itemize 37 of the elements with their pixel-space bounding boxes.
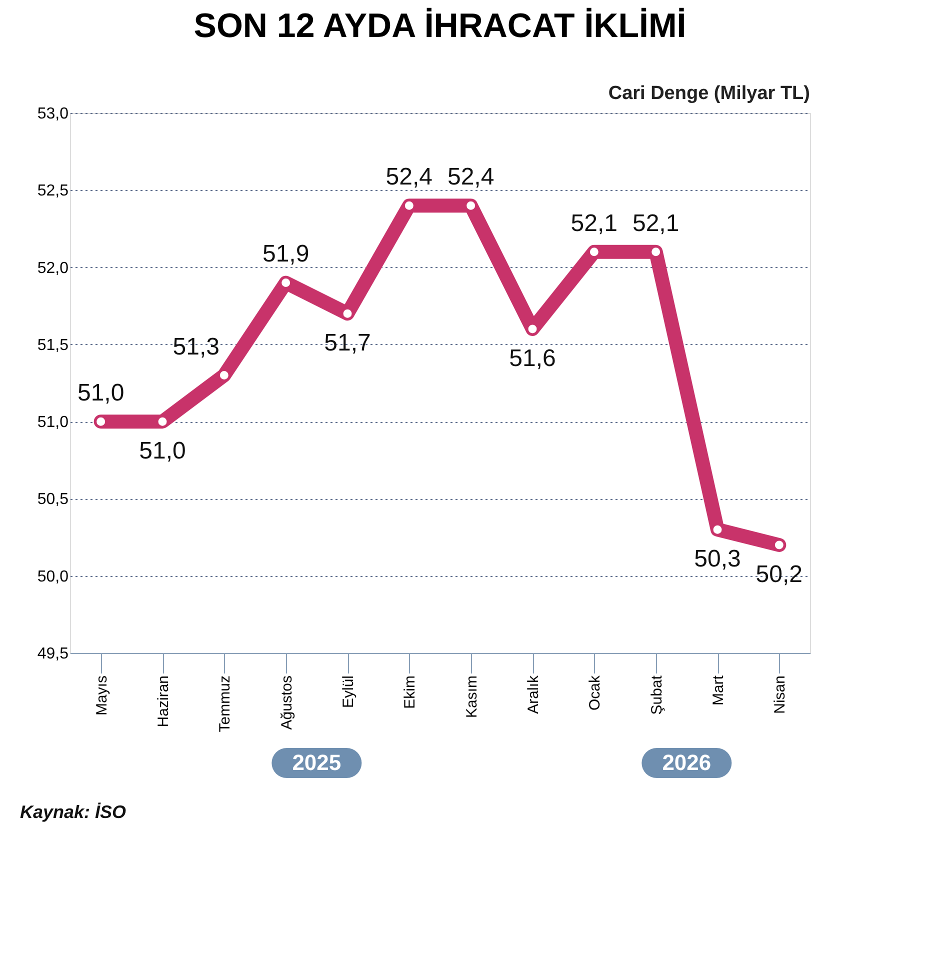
- data-label: 50,2: [756, 561, 803, 588]
- text: 2025: [292, 750, 342, 775]
- x-tick-label: Eylül: [340, 676, 357, 708]
- x-tick-label: Nisan: [772, 676, 789, 714]
- text: Kaynak: İSO: [20, 802, 126, 822]
- data-label: 52,4: [386, 164, 433, 191]
- x-tick-label: Şubat: [648, 674, 666, 715]
- x-tick-label: Mayıs: [93, 676, 110, 716]
- text: 2026: [662, 750, 712, 775]
- x-tick-label: Ekim: [402, 676, 419, 709]
- data-label: 51,6: [509, 345, 556, 372]
- data-label: 51,3: [172, 333, 220, 360]
- data-label: 52,1: [570, 210, 618, 237]
- x-tick-label: Mart: [710, 674, 727, 706]
- data-label: 52,1: [632, 210, 680, 237]
- y-tick-label: 51,5: [37, 336, 69, 354]
- x-tick-label: Kasım: [463, 676, 480, 718]
- chart-title: SON 12 AYDA İHRACAT İKLİMİ: [194, 7, 686, 45]
- data-label: 51,9: [262, 240, 310, 268]
- y-axis-title: Cari Denge (Milyar TL): [608, 83, 810, 104]
- data-label: 51,7: [324, 330, 371, 357]
- x-tick-label: Ocak: [586, 675, 604, 711]
- y-tick-label: 52,0: [37, 260, 69, 277]
- x-tick-label: Temmuz: [216, 676, 234, 732]
- x-tick-label: Ağustos: [278, 676, 296, 730]
- data-label: 51,0: [139, 438, 186, 465]
- y-tick-label: 50,5: [37, 491, 69, 508]
- y-tick-label: 53,0: [37, 106, 69, 122]
- y-tick-label: 51,0: [37, 414, 69, 432]
- data-label: 52,4: [447, 164, 494, 191]
- data-label: 51,0: [77, 380, 124, 407]
- y-tick-label: 52,5: [37, 182, 69, 200]
- y-tick-label: 50,0: [37, 568, 69, 586]
- x-tick-label: Haziran: [155, 676, 172, 728]
- x-tick-label: Aralık: [525, 675, 542, 714]
- data-label: 50,3: [694, 546, 741, 573]
- y-tick-label: 49,5: [37, 646, 69, 662]
